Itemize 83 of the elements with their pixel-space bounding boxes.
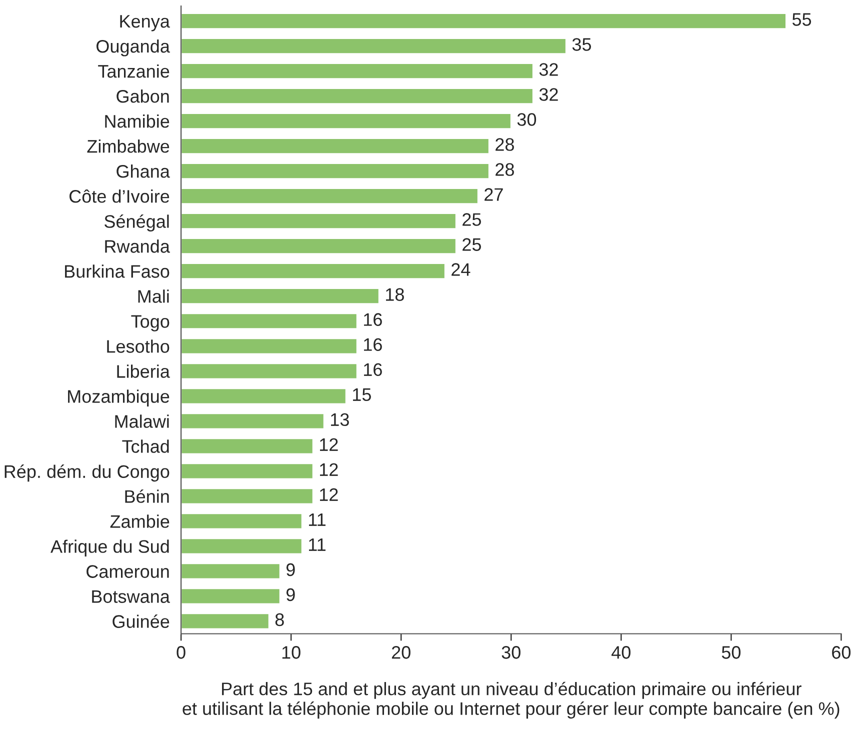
y-tick-label: Cameroun	[86, 565, 169, 578]
data-label: 9	[286, 588, 295, 602]
y-tick-label: Namibie	[105, 114, 170, 128]
y-tick-label: Liberia	[117, 364, 170, 378]
y-tick-label: Mozambique	[68, 390, 170, 406]
bar	[181, 538, 303, 555]
y-tick-label: Kenya	[120, 15, 170, 32]
data-label: 12	[320, 488, 338, 501]
y-tick-label: Zimbabwe	[87, 140, 170, 153]
y-tick-label: Mali	[138, 290, 169, 303]
y-tick-label: Afrique du Sud	[50, 540, 169, 557]
bar	[181, 88, 534, 104]
x-axis-title: Part des 15 and et plus ayant un niveau d’éducation primaire ou inférieur et utilisant la téléphonie mobile ou Internet pour gérer leur compte bancaire (en %)	[182, 682, 840, 719]
bar	[181, 412, 325, 430]
data-label: 55	[792, 13, 812, 26]
bar	[181, 588, 281, 605]
x-tick-label: 50	[722, 646, 741, 659]
y-tick-label: Tanzanie	[98, 64, 170, 78]
y-tick-label: Côte d’Ivoire	[70, 189, 170, 203]
bar	[181, 112, 512, 130]
y-tick-label: Rwanda	[105, 240, 170, 253]
x-tick-label: 30	[502, 646, 520, 659]
data-label: 12	[320, 463, 338, 476]
data-label: 16	[364, 338, 382, 351]
y-tick-label: Ghana	[116, 164, 170, 178]
y-tick-label: Tchad	[122, 440, 169, 453]
bar	[181, 12, 787, 30]
y-tick-label: Guinée	[112, 614, 170, 628]
data-label: 32	[539, 88, 558, 101]
bar	[181, 238, 457, 255]
data-label: 16	[364, 313, 382, 326]
y-tick-label: Gabon	[116, 89, 169, 103]
data-label: 25	[462, 238, 481, 251]
y-tick-label: Ouganda	[96, 39, 170, 56]
data-label: 18	[386, 288, 404, 301]
y-tick-label: Lesotho	[107, 340, 170, 353]
bar	[181, 288, 380, 305]
x-tick-label: 10	[282, 646, 300, 659]
y-tick-label: Sénégal	[104, 214, 169, 232]
data-label: 13	[331, 413, 349, 426]
x-tick-label: 40	[612, 646, 630, 659]
bar	[181, 38, 567, 54]
y-tick-label: Botswana	[92, 590, 170, 603]
bar	[181, 212, 457, 230]
data-label: 25	[462, 213, 481, 226]
data-label: 11	[309, 513, 326, 526]
data-label: 16	[364, 363, 382, 376]
bar	[181, 312, 358, 330]
bar	[181, 388, 347, 405]
bar	[181, 62, 534, 80]
data-label: 8	[275, 613, 284, 626]
y-tick-label: Malawi	[115, 414, 169, 428]
data-label: 9	[286, 563, 295, 576]
bar	[181, 188, 479, 205]
y-tick-label: Bénin	[125, 489, 169, 503]
data-label: 32	[539, 63, 558, 76]
y-tick-label: Togo	[131, 315, 170, 332]
bar	[181, 338, 358, 355]
bar	[181, 488, 314, 505]
y-tick-label: Rép. dém. du Congo	[4, 464, 170, 482]
bar	[181, 138, 490, 155]
data-label: 27	[484, 188, 503, 201]
bar	[181, 438, 314, 455]
bar	[181, 612, 270, 630]
bar	[181, 162, 490, 180]
data-label: 30	[517, 113, 536, 126]
data-label: 15	[353, 388, 371, 401]
data-label: 28	[496, 163, 514, 176]
data-label: 24	[452, 263, 470, 276]
data-label: 11	[309, 538, 326, 551]
x-tick-label: 0	[176, 646, 186, 659]
x-tick-label: 60	[832, 646, 851, 659]
y-tick-label: Zambie	[110, 514, 170, 528]
bar	[181, 462, 314, 480]
bar	[181, 362, 358, 380]
bar	[181, 512, 303, 530]
bar	[181, 262, 446, 280]
bar	[181, 562, 281, 580]
y-tick-label: Burkina Faso	[65, 264, 170, 278]
data-label: 12	[320, 438, 338, 451]
x-tick-label: 20	[392, 646, 410, 659]
data-label: 35	[572, 38, 592, 51]
data-label: 28	[496, 138, 514, 151]
